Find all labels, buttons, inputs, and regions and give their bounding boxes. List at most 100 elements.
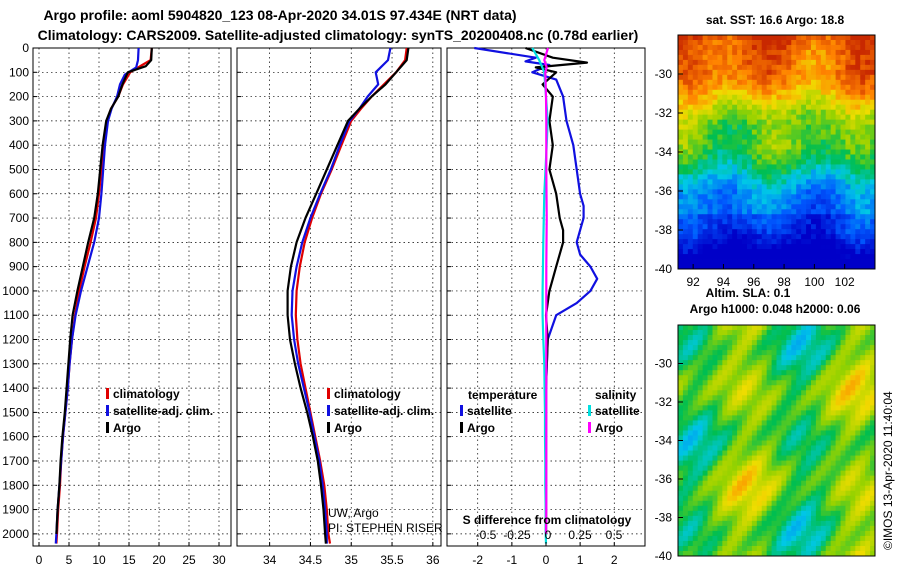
sla-cell <box>742 415 748 421</box>
sla-cell <box>742 510 748 517</box>
sla-cell <box>678 380 684 386</box>
sla-cell <box>678 440 684 446</box>
sst-cell <box>702 144 708 150</box>
sla-cell <box>756 395 763 401</box>
sla-cell <box>742 525 748 532</box>
sst-cell <box>766 104 772 111</box>
sla-cell <box>742 530 748 537</box>
sla-cell <box>815 395 822 401</box>
sst-cell <box>682 129 689 135</box>
sst-cell <box>806 254 812 260</box>
sst-cell <box>687 139 694 145</box>
sst-cell <box>771 119 777 126</box>
sla-cell <box>806 395 812 401</box>
sst-cell <box>815 114 822 121</box>
sst-cell <box>732 54 738 61</box>
sla-cell <box>766 385 772 391</box>
sst-cell <box>781 99 787 106</box>
sst-cell <box>810 144 817 150</box>
sla-cell <box>870 395 876 401</box>
sla-cell <box>756 410 763 416</box>
sla-cell <box>830 475 836 482</box>
sst-cell <box>682 35 689 41</box>
sla-cell <box>835 515 841 522</box>
sst-cell <box>806 259 812 265</box>
sst-cell <box>776 254 782 260</box>
sla-cell <box>697 495 704 502</box>
sst-cell <box>727 64 733 71</box>
sst-cell <box>855 35 861 41</box>
sst-cell <box>712 89 718 96</box>
sst-cell <box>722 239 728 245</box>
sst-cell <box>830 114 836 121</box>
sst-cell <box>801 229 807 235</box>
sst-cell <box>742 54 748 61</box>
sst-cell <box>786 209 792 215</box>
sla-cell <box>830 425 836 431</box>
sla-cell <box>712 480 718 487</box>
sst-cell <box>845 179 851 185</box>
sla-cell <box>766 350 772 356</box>
sst-cell <box>776 234 782 240</box>
sst-cell <box>776 129 782 135</box>
sla-cell <box>791 365 797 371</box>
sla-cell <box>727 450 733 456</box>
sst-cell <box>870 74 876 81</box>
sst-cell <box>678 254 684 260</box>
sla-cell <box>815 385 822 391</box>
sst-cell <box>791 234 797 240</box>
sla-cell <box>791 430 797 436</box>
sst-cell <box>682 139 689 145</box>
sst-cell <box>810 259 817 265</box>
sst-cell <box>756 184 763 190</box>
sla-cell <box>860 530 866 537</box>
sst-cell <box>737 109 743 116</box>
sla-cell <box>766 335 772 341</box>
sst-cell <box>717 174 723 180</box>
sst-cell <box>678 129 684 135</box>
sst-cell <box>776 35 782 41</box>
sla-cell <box>860 445 866 451</box>
sst-cell <box>761 154 768 160</box>
sla-cell <box>751 335 758 341</box>
sla-cell <box>692 415 699 421</box>
sst-cell <box>727 74 733 81</box>
sst-cell <box>722 249 728 255</box>
sla-cell <box>692 395 699 401</box>
sst-cell <box>801 259 807 265</box>
sst-cell <box>791 159 797 165</box>
sst-cell <box>682 214 689 220</box>
sla-cell <box>761 470 768 477</box>
sst-cell <box>742 64 748 71</box>
sla-cell <box>865 405 871 411</box>
sst-cell <box>820 54 827 61</box>
sla-cell <box>678 430 684 436</box>
sst-cell <box>707 49 713 56</box>
sla-cell <box>806 345 812 351</box>
sla-cell <box>746 390 753 396</box>
sst-cell <box>756 199 763 205</box>
sla-cell <box>860 505 866 512</box>
sla-cell <box>727 535 733 542</box>
sst-cell <box>751 59 758 66</box>
sla-cell <box>712 505 718 512</box>
sst-cell <box>801 104 807 111</box>
sst-cell <box>855 194 861 200</box>
sst-cell <box>865 244 871 250</box>
sst-cell <box>845 79 851 86</box>
sla-cell <box>678 355 684 361</box>
sla-cell <box>806 505 812 512</box>
sst-cell <box>865 99 871 106</box>
sst-cell <box>727 174 733 180</box>
sla-cell <box>850 420 856 426</box>
sst-cell <box>707 149 713 155</box>
sla-cell <box>825 440 832 446</box>
sst-cell <box>850 169 856 175</box>
diff-xtick-label-0: -2 <box>472 553 483 567</box>
sla-cell <box>712 395 718 401</box>
sla-cell <box>825 430 832 436</box>
sst-cell <box>835 264 841 270</box>
sla-cell <box>732 385 738 391</box>
sst-cell <box>692 74 699 81</box>
sla-cell <box>860 470 866 477</box>
